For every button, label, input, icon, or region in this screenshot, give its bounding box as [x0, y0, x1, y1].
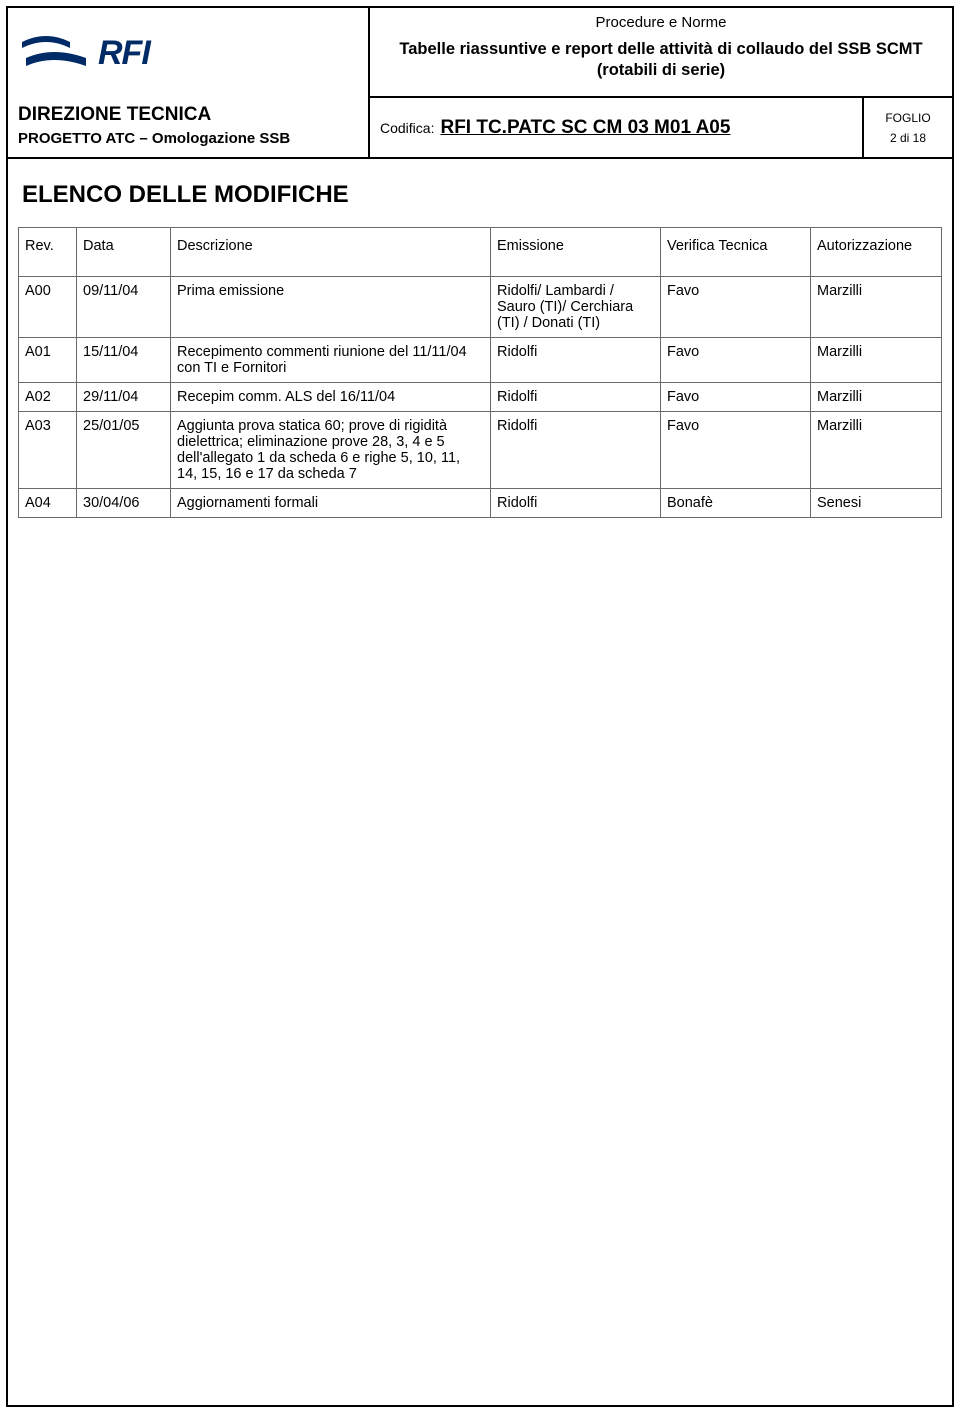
header-left: RFI DIREZIONE TECNICA PROGETTO ATC – Omo…	[8, 8, 368, 157]
th-data: Data	[77, 228, 171, 277]
codifica-row: Codifica: RFI TC.PATC SC CM 03 M01 A05 F…	[370, 98, 952, 157]
cell-rev: A02	[19, 383, 77, 412]
cell-data: 29/11/04	[77, 383, 171, 412]
procedure-label: Procedure e Norme	[386, 14, 936, 31]
th-verifica: Verifica Tecnica	[661, 228, 811, 277]
cell-rev: A03	[19, 412, 77, 489]
cell-data: 30/04/06	[77, 489, 171, 518]
logo-cell: RFI	[8, 8, 368, 98]
outer-border: RFI DIREZIONE TECNICA PROGETTO ATC – Omo…	[6, 6, 954, 1407]
header-right: Procedure e Norme Tabelle riassuntive e …	[368, 8, 952, 157]
table-row: A02 29/11/04 Recepim comm. ALS del 16/11…	[19, 383, 942, 412]
th-autorizzazione: Autorizzazione	[811, 228, 942, 277]
cell-rev: A00	[19, 277, 77, 338]
logo-text: RFI	[98, 34, 150, 73]
cell-rev: A04	[19, 489, 77, 518]
foglio-label: FOGLIO	[868, 111, 948, 125]
th-emissione: Emissione	[491, 228, 661, 277]
logo: RFI	[20, 32, 150, 74]
table-row: A03 25/01/05 Aggiunta prova statica 60; …	[19, 412, 942, 489]
cell-descrizione: Recepimento commenti riunione del 11/11/…	[171, 338, 491, 383]
page: RFI DIREZIONE TECNICA PROGETTO ATC – Omo…	[0, 0, 960, 1413]
cell-descrizione: Recepim comm. ALS del 16/11/04	[171, 383, 491, 412]
table-row: A04 30/04/06 Aggiornamenti formali Ridol…	[19, 489, 942, 518]
section-title: ELENCO DELLE MODIFICHE	[8, 159, 952, 227]
cell-emissione: Ridolfi/ Lambardi / Sauro (TI)/ Cerchiar…	[491, 277, 661, 338]
cell-autorizzazione: Marzilli	[811, 383, 942, 412]
title-cell: Procedure e Norme Tabelle riassuntive e …	[370, 8, 952, 98]
modifications-table: Rev. Data Descrizione Emissione Verifica…	[18, 227, 942, 518]
cell-data: 09/11/04	[77, 277, 171, 338]
cell-descrizione: Aggiornamenti formali	[171, 489, 491, 518]
table-body: A00 09/11/04 Prima emissione Ridolfi/ La…	[19, 277, 942, 518]
cell-verifica: Favo	[661, 338, 811, 383]
cell-descrizione: Aggiunta prova statica 60; prove di rigi…	[171, 412, 491, 489]
table-row: A01 15/11/04 Recepimento commenti riunio…	[19, 338, 942, 383]
cell-autorizzazione: Senesi	[811, 489, 942, 518]
cell-autorizzazione: Marzilli	[811, 277, 942, 338]
foglio-num: 2 di 18	[868, 131, 948, 145]
cell-emissione: Ridolfi	[491, 489, 661, 518]
cell-data: 15/11/04	[77, 338, 171, 383]
table-row: A00 09/11/04 Prima emissione Ridolfi/ La…	[19, 277, 942, 338]
rfi-logo-icon	[20, 32, 92, 74]
cell-data: 25/01/05	[77, 412, 171, 489]
cell-descrizione: Prima emissione	[171, 277, 491, 338]
cell-verifica: Favo	[661, 383, 811, 412]
title-main: Tabelle riassuntive e report delle attiv…	[386, 39, 936, 82]
direzione-line2: PROGETTO ATC – Omologazione SSB	[18, 130, 358, 147]
table-header-row: Rev. Data Descrizione Emissione Verifica…	[19, 228, 942, 277]
th-descrizione: Descrizione	[171, 228, 491, 277]
th-rev: Rev.	[19, 228, 77, 277]
cell-emissione: Ridolfi	[491, 338, 661, 383]
cell-emissione: Ridolfi	[491, 383, 661, 412]
codifica-label: Codifica:	[380, 120, 434, 136]
direzione-line1: DIREZIONE TECNICA	[18, 104, 358, 126]
cell-verifica: Favo	[661, 412, 811, 489]
codifica-cell: Codifica: RFI TC.PATC SC CM 03 M01 A05	[370, 98, 862, 157]
codifica-code: RFI TC.PATC SC CM 03 M01 A05	[440, 117, 730, 139]
cell-verifica: Bonafè	[661, 489, 811, 518]
cell-emissione: Ridolfi	[491, 412, 661, 489]
cell-verifica: Favo	[661, 277, 811, 338]
header: RFI DIREZIONE TECNICA PROGETTO ATC – Omo…	[8, 8, 952, 159]
foglio-cell: FOGLIO 2 di 18	[862, 98, 952, 157]
cell-autorizzazione: Marzilli	[811, 338, 942, 383]
direzione-cell: DIREZIONE TECNICA PROGETTO ATC – Omologa…	[8, 98, 368, 157]
cell-rev: A01	[19, 338, 77, 383]
cell-autorizzazione: Marzilli	[811, 412, 942, 489]
